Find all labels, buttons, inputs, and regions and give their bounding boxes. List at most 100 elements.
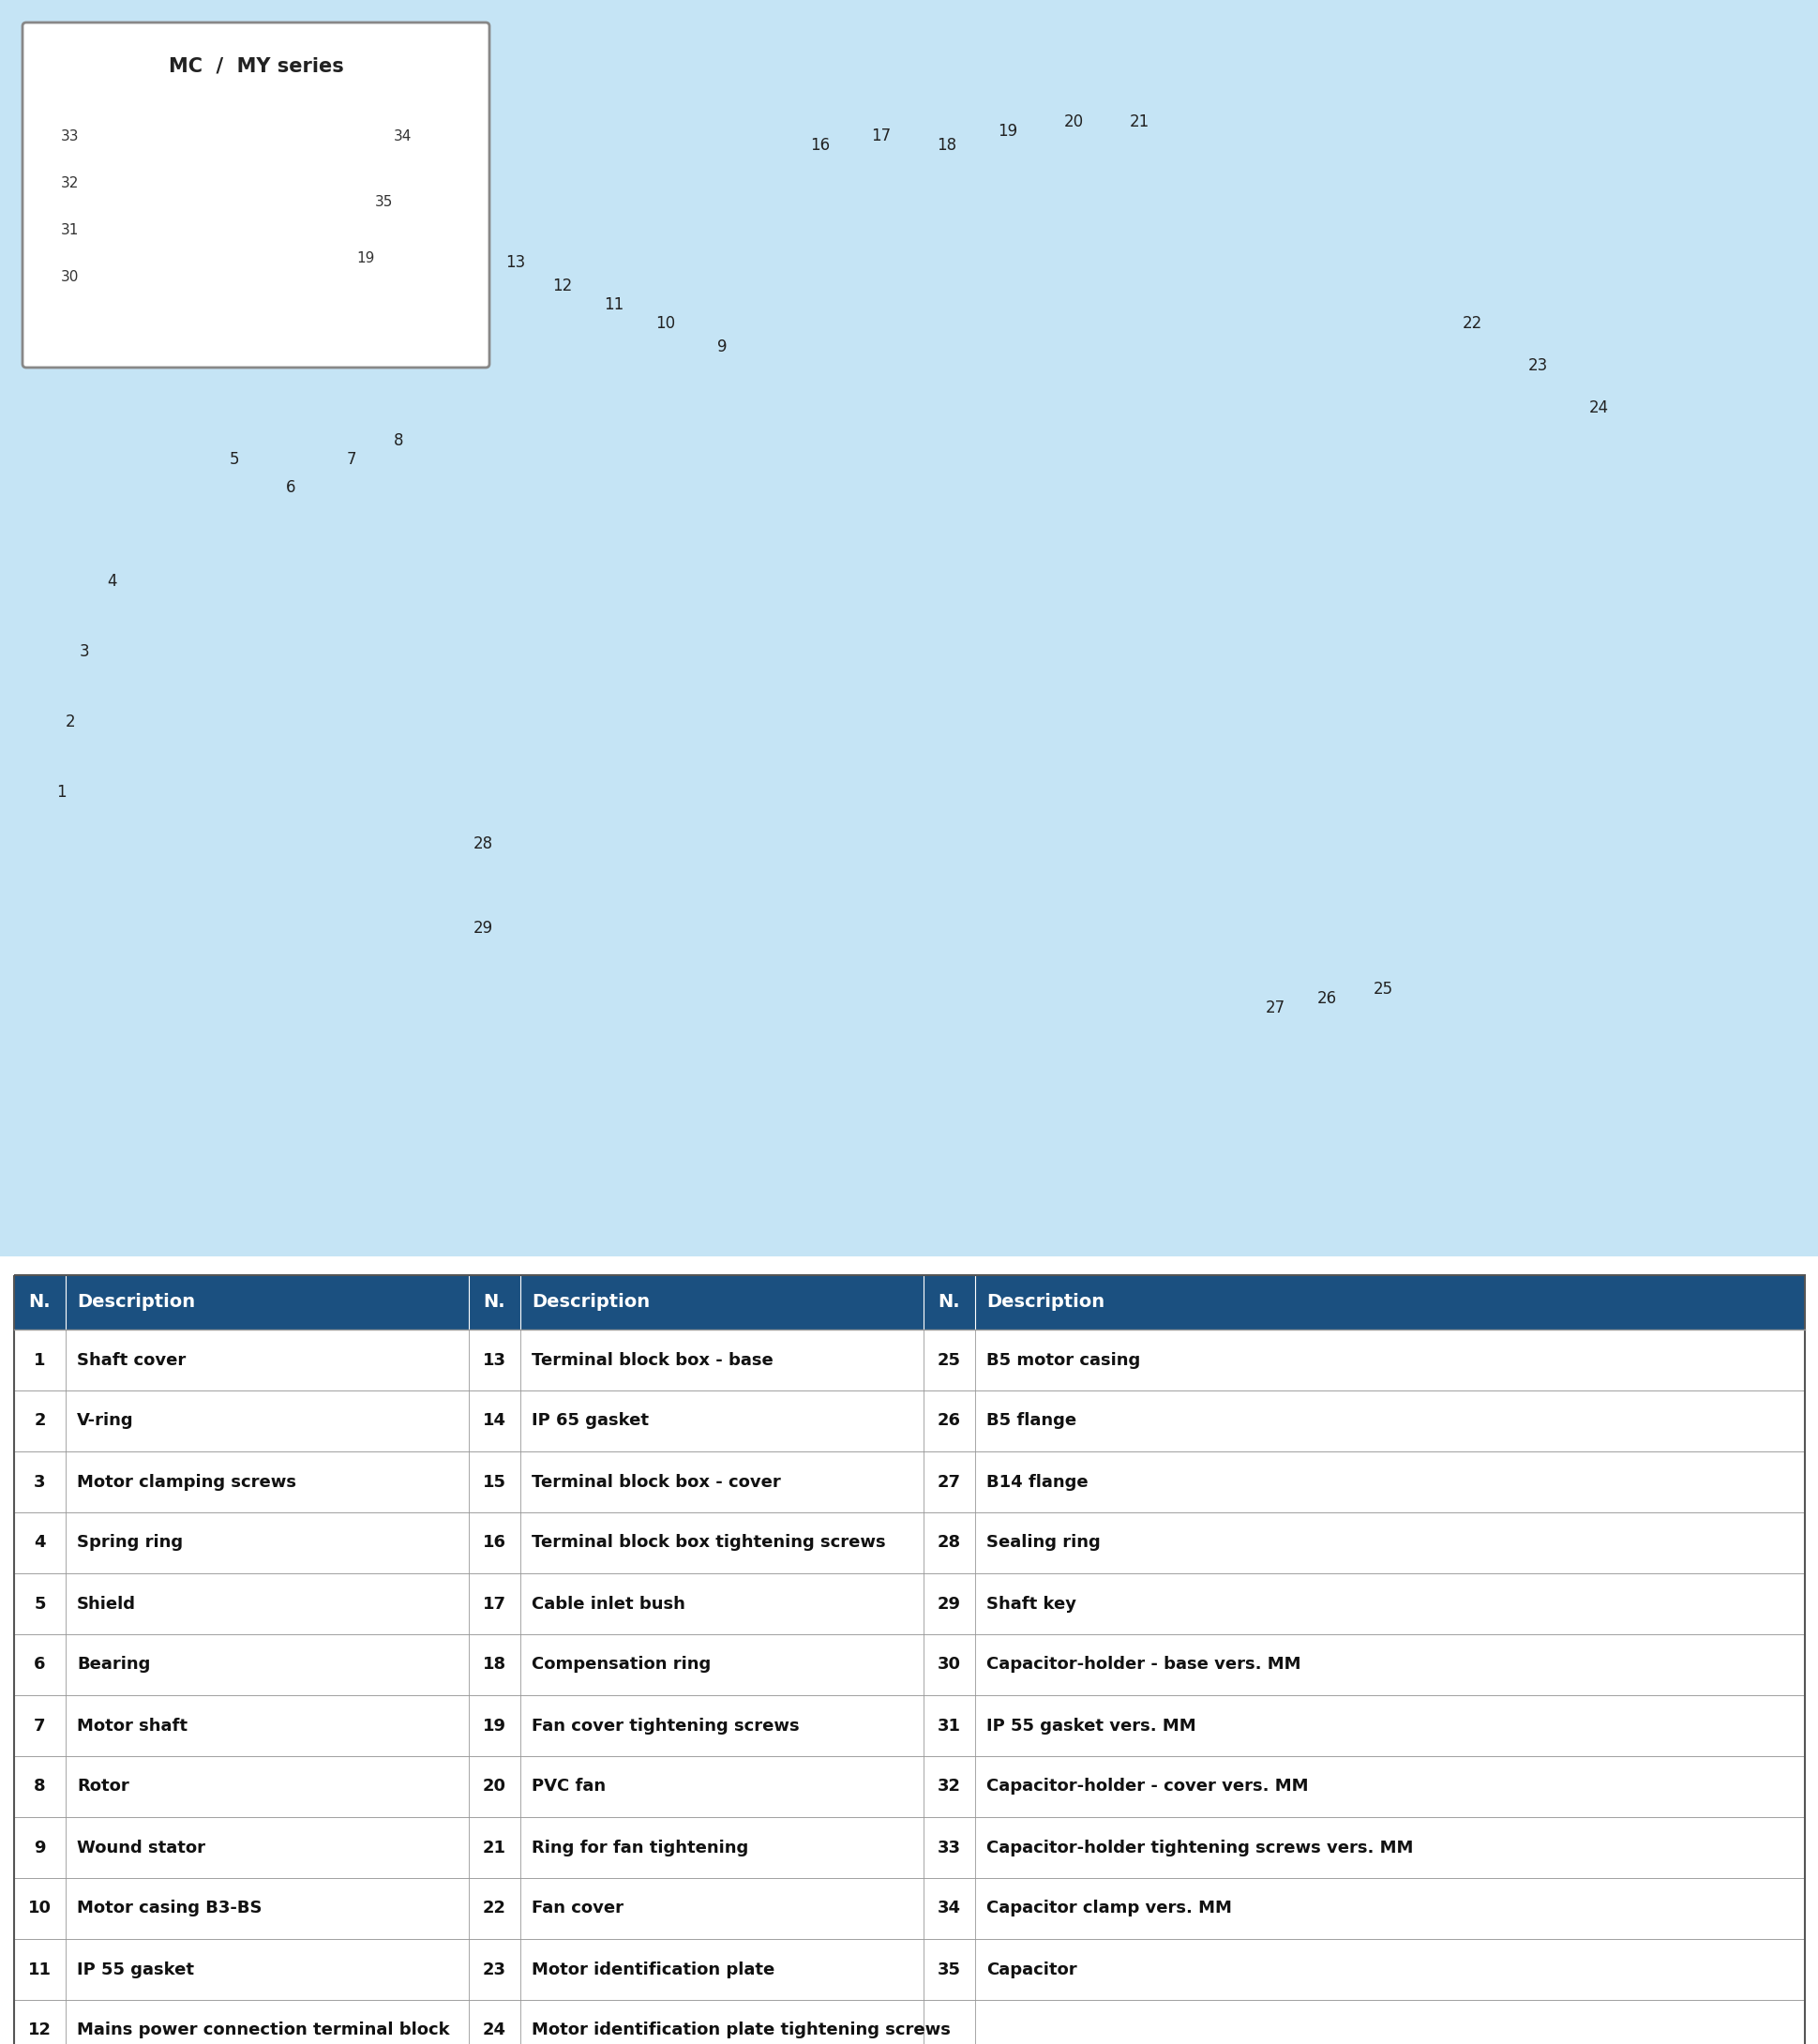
Text: 28: 28 <box>936 1535 960 1551</box>
Text: Capacitor-holder tightening screws vers. MM: Capacitor-holder tightening screws vers.… <box>985 1840 1413 1856</box>
Text: 13: 13 <box>482 1351 505 1367</box>
Text: 8: 8 <box>35 1778 45 1795</box>
Text: 15: 15 <box>482 1474 505 1490</box>
Text: Description: Description <box>76 1294 195 1312</box>
Text: 17: 17 <box>871 127 891 145</box>
Text: 18: 18 <box>482 1656 505 1674</box>
Text: 3: 3 <box>80 644 89 660</box>
Text: 2: 2 <box>65 713 75 730</box>
Text: V-ring: V-ring <box>76 1412 135 1429</box>
Text: 8: 8 <box>393 431 404 450</box>
Text: 17: 17 <box>482 1596 505 1613</box>
Text: IP 55 gasket: IP 55 gasket <box>76 1960 195 1979</box>
Text: 4: 4 <box>107 572 118 591</box>
Text: Wound stator: Wound stator <box>76 1840 205 1856</box>
Text: PVC fan: PVC fan <box>531 1778 605 1795</box>
Bar <box>15 1451 1803 1513</box>
Text: 9: 9 <box>35 1840 45 1856</box>
Text: 30: 30 <box>936 1656 960 1674</box>
Text: Motor identification plate tightening screws: Motor identification plate tightening sc… <box>531 2022 951 2038</box>
Bar <box>15 1513 1803 1574</box>
Text: Compensation ring: Compensation ring <box>531 1656 711 1674</box>
Text: 27: 27 <box>1265 1000 1284 1016</box>
Text: Fan cover tightening screws: Fan cover tightening screws <box>531 1717 798 1733</box>
Text: 30: 30 <box>62 270 80 284</box>
Polygon shape <box>187 1464 425 1615</box>
Text: 33: 33 <box>62 129 80 143</box>
Text: Capacitor-holder - base vers. MM: Capacitor-holder - base vers. MM <box>985 1656 1300 1674</box>
Text: 21: 21 <box>1129 114 1149 131</box>
Text: 19: 19 <box>356 251 375 266</box>
Bar <box>0 1257 1818 2044</box>
Text: Motor clamping screws: Motor clamping screws <box>76 1474 296 1490</box>
Text: Motor shaft: Motor shaft <box>76 1717 187 1733</box>
Polygon shape <box>95 1586 253 1813</box>
Text: 11: 11 <box>604 296 624 313</box>
Text: 1: 1 <box>56 783 65 801</box>
Bar <box>15 1694 1803 1756</box>
Text: N.: N. <box>484 1294 505 1312</box>
Text: 14: 14 <box>482 1412 505 1429</box>
Text: 24: 24 <box>482 2022 505 2038</box>
Text: Terminal block box tightening screws: Terminal block box tightening screws <box>531 1535 885 1551</box>
Text: 23: 23 <box>482 1960 505 1979</box>
Text: 23: 23 <box>1527 358 1547 374</box>
Text: Rotor: Rotor <box>76 1778 129 1795</box>
Text: Bearing: Bearing <box>76 1656 151 1674</box>
Text: 10: 10 <box>656 315 674 331</box>
Text: 19: 19 <box>998 123 1018 139</box>
Text: 27: 27 <box>936 1474 960 1490</box>
Bar <box>15 1275 1803 1329</box>
Text: 33: 33 <box>936 1840 960 1856</box>
Text: 16: 16 <box>811 137 829 153</box>
Text: 6: 6 <box>285 478 295 497</box>
Bar <box>15 1878 1803 1940</box>
Text: 7: 7 <box>347 452 356 468</box>
Text: B14 flange: B14 flange <box>985 1474 1087 1490</box>
Text: 32: 32 <box>936 1778 960 1795</box>
Text: 12: 12 <box>553 278 573 294</box>
Text: B5 motor casing: B5 motor casing <box>985 1351 1140 1367</box>
Text: 35: 35 <box>375 194 393 208</box>
FancyBboxPatch shape <box>22 22 489 368</box>
Text: Shield: Shield <box>76 1596 136 1613</box>
Text: Shaft key: Shaft key <box>985 1596 1076 1613</box>
Text: 5: 5 <box>35 1596 45 1613</box>
Text: MC  /  MY series: MC / MY series <box>169 57 344 76</box>
Text: 11: 11 <box>27 1960 51 1979</box>
Text: Terminal block box - base: Terminal block box - base <box>531 1351 773 1367</box>
Text: 18: 18 <box>936 137 956 153</box>
Text: Capacitor-holder - cover vers. MM: Capacitor-holder - cover vers. MM <box>985 1778 1307 1795</box>
Text: 34: 34 <box>936 1901 960 1917</box>
Text: 20: 20 <box>482 1778 505 1795</box>
Text: 7: 7 <box>35 1717 45 1733</box>
Text: 25: 25 <box>936 1351 960 1367</box>
Bar <box>15 1390 1803 1451</box>
Text: IP 65 gasket: IP 65 gasket <box>531 1412 649 1429</box>
Bar <box>15 1635 1803 1694</box>
Text: 26: 26 <box>1316 989 1336 1008</box>
Text: 31: 31 <box>62 223 80 237</box>
Bar <box>15 1574 1803 1635</box>
Bar <box>15 1817 1803 1878</box>
Text: Sealing ring: Sealing ring <box>985 1535 1100 1551</box>
Text: 15: 15 <box>402 206 422 225</box>
Text: Ring for fan tightening: Ring for fan tightening <box>531 1840 747 1856</box>
Text: 24: 24 <box>1587 399 1607 417</box>
Text: Terminal block box - cover: Terminal block box - cover <box>531 1474 780 1490</box>
Text: 6: 6 <box>35 1656 45 1674</box>
Text: 9: 9 <box>716 339 727 356</box>
Text: 13: 13 <box>505 253 525 272</box>
Text: vent: vent <box>222 1551 584 1692</box>
Text: 29: 29 <box>473 920 493 936</box>
Text: 34: 34 <box>395 129 413 143</box>
Bar <box>15 1999 1803 2044</box>
Text: 29: 29 <box>936 1596 960 1613</box>
Text: Description: Description <box>985 1294 1104 1312</box>
Text: B5 flange: B5 flange <box>985 1412 1076 1429</box>
Bar <box>15 1756 1803 1817</box>
Text: 2: 2 <box>35 1412 45 1429</box>
Text: 32: 32 <box>62 176 80 190</box>
Text: Capacitor clamp vers. MM: Capacitor clamp vers. MM <box>985 1901 1231 1917</box>
Text: 1: 1 <box>35 1351 45 1367</box>
